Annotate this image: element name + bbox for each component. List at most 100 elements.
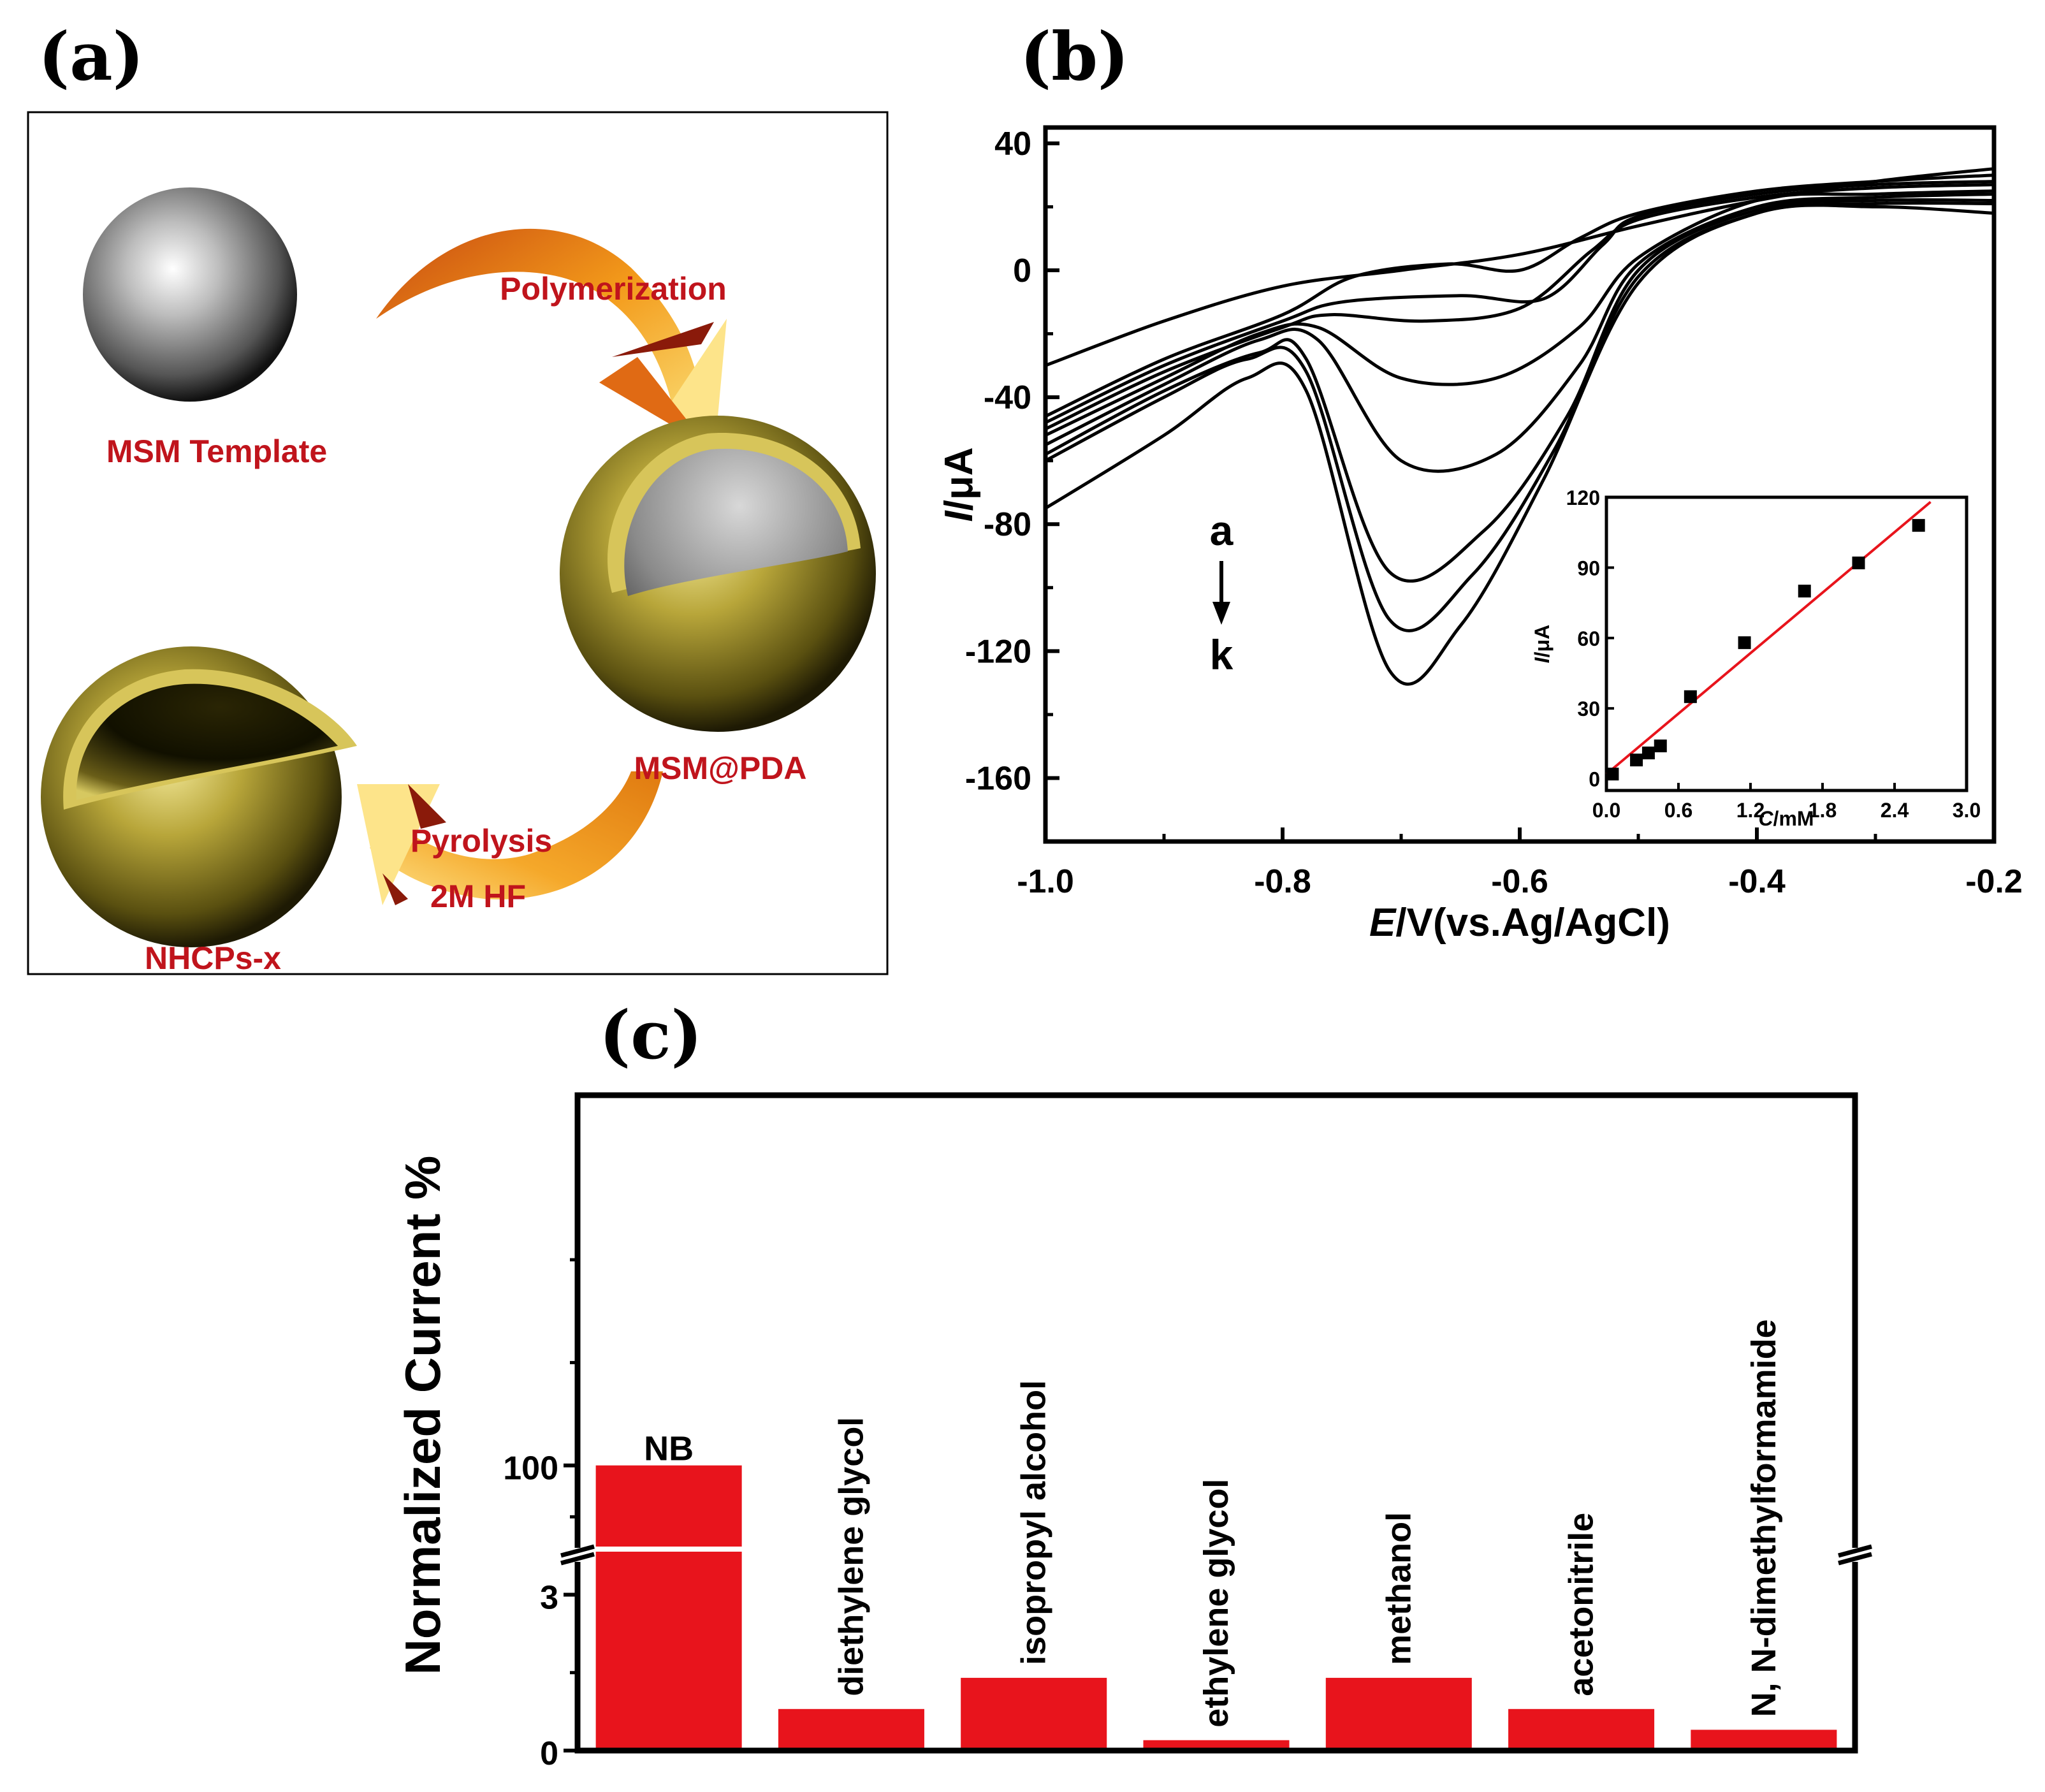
cv-curve-k <box>1044 203 1995 686</box>
cv-y-tick-label: -160 <box>965 760 1031 797</box>
msm-pda-label: MSM@PDA <box>634 750 807 786</box>
msm-pda-sphere <box>560 416 876 732</box>
inset-y-tick-label: 90 <box>1577 557 1600 579</box>
selectivity-bars <box>594 1465 1837 1751</box>
cv-curve-d <box>1044 183 1995 431</box>
bar-isopropyl-alcohol <box>961 1677 1107 1751</box>
inset-point <box>1606 768 1619 781</box>
cv-curve-c <box>1044 180 1995 425</box>
polymerization-label: Polymerization <box>500 271 727 307</box>
bar-nb <box>595 1465 742 1751</box>
cv-tick-labels: -1.0 -0.8 -0.6 -0.4 -0.2 40 0 -40 -80 -120 -160 <box>965 126 2023 900</box>
pyrolysis-label: Pyrolysis <box>411 823 552 859</box>
panel-c-label: (c) <box>599 996 702 1074</box>
inset-y-tick-label: 0 <box>1589 768 1600 791</box>
cv-y-tick-label: 0 <box>1013 252 1031 289</box>
inset-point <box>1912 519 1925 532</box>
inset-point <box>1852 557 1865 570</box>
bar-y-tick-label: 100 <box>503 1450 558 1487</box>
panel-c-selectivity: (c) 0 3 100 NB diethylene glycol isopropyl a… <box>395 996 1872 1772</box>
bar-category-label: diethylene glycol <box>832 1417 870 1696</box>
inset-x-title: C/mM <box>1758 807 1814 830</box>
inset-x-tick-label: 1.8 <box>1808 799 1837 822</box>
cv-x-tick-label: -0.4 <box>1728 863 1786 900</box>
bar-plot-frame <box>574 1092 1858 1754</box>
cv-x-tick-label: -0.6 <box>1491 863 1548 900</box>
cv-x-tick-label: -1.0 <box>1017 863 1074 900</box>
inset-y-title: I/μA <box>1531 625 1554 663</box>
cv-y-tick-label: -120 <box>965 633 1031 670</box>
inset-x-tick-label: 2.4 <box>1881 799 1909 822</box>
inset-y-unit: /μA <box>1531 625 1554 658</box>
cv-y-axis-italic: I <box>937 510 981 522</box>
bar-y-tick-label: 3 <box>540 1580 558 1617</box>
inset-points <box>1606 519 1925 781</box>
bar-y-axis-title: Normalized Current % <box>395 1156 451 1675</box>
bar-diethylene-glycol <box>778 1708 924 1751</box>
msm-template-sphere <box>83 187 297 402</box>
bar-axis-ticks: 0 3 100 <box>503 1258 578 1772</box>
nhcps-label: NHCPs-x <box>145 940 281 976</box>
cv-curve-b <box>1044 173 1995 418</box>
inset-point <box>1684 690 1697 703</box>
cv-y-tick-label: -80 <box>984 506 1031 543</box>
inset-fit-line-segment <box>1605 500 1932 775</box>
bar-break-gap <box>594 1547 743 1552</box>
cv-curve-g <box>1044 198 1995 583</box>
bar-methanol <box>1325 1677 1472 1751</box>
bar-category-label: methanol <box>1379 1512 1418 1665</box>
calibration-inset: 0.0 0.6 1.2 1.8 2.4 3.0 0 30 60 90 120 I/μA C/mM <box>1531 486 1981 830</box>
bar-y-tick-label: 0 <box>540 1735 558 1772</box>
inset-x-tick-label: 0.6 <box>1664 799 1692 822</box>
bar-n-n-dimethylformamide <box>1691 1730 1837 1751</box>
inset-y-tick-label: 60 <box>1577 627 1600 650</box>
pyrolysis-arrow <box>357 771 663 905</box>
inset-x-tick-label: 1.2 <box>1736 799 1765 822</box>
bar-category-labels: NB diethylene glycol isopropyl alcohol ethy… <box>644 1319 1783 1727</box>
inset-tick-labels: 0.0 0.6 1.2 1.8 2.4 3.0 0 30 60 90 120 <box>1566 486 1981 822</box>
bar-category-label: N, N-dimethylformamide <box>1745 1319 1783 1717</box>
inset-x-tick-label: 0.0 <box>1592 799 1620 822</box>
nhcps-sphere <box>41 646 357 947</box>
inset-fit-line <box>1605 500 1932 775</box>
axis-break-marks <box>560 1544 1872 1566</box>
cv-y-axis-unit: /μA <box>937 447 981 511</box>
cv-curves <box>1044 167 1995 686</box>
cv-x-axis-italic: E <box>1369 901 1397 945</box>
cv-y-axis-title: I/μA <box>937 447 981 521</box>
inset-point <box>1641 747 1655 760</box>
panel-a-label: (a) <box>38 17 144 96</box>
cv-x-axis-title: E/V(vs.Ag/AgCl) <box>1369 901 1670 945</box>
panel-b-voltammogram: (b) -1.0 -0.8 -0.6 -0.4 -0.2 40 0 -40 -80 -120 -16… <box>937 17 2023 945</box>
bar-category-label: ethylene glycol <box>1197 1479 1235 1728</box>
inset-point <box>1798 585 1811 598</box>
series-end-label: k <box>1210 631 1234 678</box>
msm-template-label: MSM Template <box>106 433 327 469</box>
panel-a-scheme: (a) <box>27 17 889 976</box>
panel-b-label: (b) <box>1020 17 1129 96</box>
inset-x-italic: C <box>1758 807 1773 830</box>
inset-point <box>1654 739 1667 753</box>
cv-x-tick-label: -0.8 <box>1254 863 1311 900</box>
hf-label: 2M HF <box>430 878 526 914</box>
bar-acetonitrile <box>1508 1708 1655 1751</box>
inset-y-italic: I <box>1531 657 1554 663</box>
series-direction-arrow <box>1212 561 1230 625</box>
cv-y-tick-label: -40 <box>984 379 1031 416</box>
cv-x-tick-label: -0.2 <box>1965 863 2023 900</box>
inset-point <box>1738 636 1751 650</box>
cv-curve-f <box>1044 193 1995 473</box>
inset-y-tick-label: 30 <box>1577 697 1600 720</box>
cv-plot-frame <box>1043 125 1997 844</box>
bar-category-label: NB <box>644 1430 694 1468</box>
bar-category-label: isopropyl alcohol <box>1015 1380 1053 1665</box>
cv-curve-e <box>1044 189 1995 437</box>
cv-y-tick-label: 40 <box>994 126 1031 163</box>
inset-x-tick-label: 3.0 <box>1953 799 1981 822</box>
inset-y-tick-label: 120 <box>1566 486 1600 509</box>
cv-x-axis-unit: /V(vs.Ag/AgCl) <box>1395 901 1670 945</box>
series-start-label: a <box>1210 507 1234 554</box>
inset-x-unit: /mM <box>1773 807 1814 830</box>
inset-point <box>1630 754 1643 767</box>
